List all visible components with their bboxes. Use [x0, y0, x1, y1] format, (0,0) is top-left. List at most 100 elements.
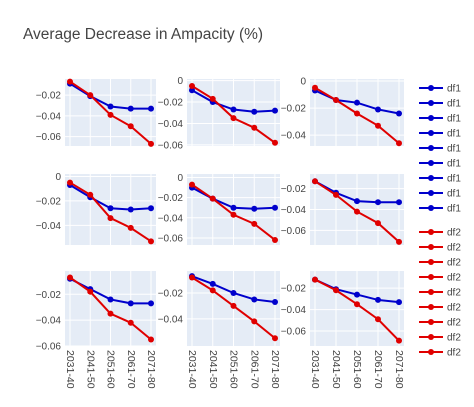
subplot-5: 0 −0.02 −0.04 −0.06 — [158, 173, 280, 245]
legend-swatch-marker — [428, 190, 434, 196]
x-tick-label: 2061-70 — [125, 350, 137, 389]
subplot-8: −0.02 −0.04 — [158, 271, 280, 346]
x-tick-label: 2041-50 — [330, 350, 342, 389]
data-point-df1 — [251, 205, 258, 212]
legend-swatch-marker — [428, 289, 434, 295]
legend-label: df2 — [447, 273, 461, 284]
legend-swatch-marker — [428, 100, 434, 106]
data-point-df1 — [396, 199, 402, 206]
legend-swatch-marker — [428, 130, 434, 136]
legend-label: df1 — [447, 204, 461, 215]
x-tick-label: 2041-50 — [84, 350, 96, 389]
legend-item-df2[interactable]: df2 — [419, 288, 461, 299]
data-point-df1 — [230, 289, 237, 296]
data-point-df1 — [354, 291, 360, 298]
y-tick-label: −0.02 — [281, 104, 307, 115]
data-point-df2 — [107, 310, 114, 317]
legend-item-df2[interactable]: df2 — [419, 273, 461, 284]
data-point-df1 — [148, 105, 154, 112]
legend-item-df2[interactable]: df2 — [419, 258, 461, 269]
legend-item-df1[interactable]: df1 — [419, 84, 461, 95]
data-point-df2 — [230, 302, 237, 309]
data-point-df2 — [375, 316, 381, 323]
x-tick-label: 2051-60 — [228, 350, 240, 389]
legend-label: df2 — [447, 318, 461, 329]
data-point-df2 — [87, 288, 94, 295]
data-point-df2 — [272, 335, 278, 342]
data-point-df1 — [127, 300, 134, 307]
legend-label: df1 — [447, 144, 461, 155]
y-tick-label: 0 — [177, 76, 183, 87]
y-tick-label: −0.04 — [36, 316, 62, 327]
data-point-df1 — [251, 296, 258, 303]
legend-item-df2[interactable]: df2 — [419, 243, 461, 254]
y-tick-label: −0.02 — [158, 193, 184, 204]
legend-label: df2 — [447, 333, 461, 344]
chart-title: Average Decrease in Ampacity (%) — [23, 26, 263, 43]
y-tick-label: −0.02 — [36, 290, 62, 301]
data-point-df2 — [189, 274, 195, 281]
legend-item-df1[interactable]: df1 — [419, 114, 461, 125]
y-tick-label: −0.06 — [158, 233, 184, 244]
data-point-df2 — [375, 220, 381, 227]
legend-item-df2[interactable]: df2 — [419, 303, 461, 314]
legend[interactable]: df1 df1 df1 df1 df1 df1 df1 df1 df1 df2 df2 df2 df2 d… — [419, 84, 461, 359]
y-tick-label: −0.04 — [36, 221, 62, 232]
data-point-df2 — [251, 124, 258, 131]
y-tick-label: −0.06 — [281, 327, 307, 338]
data-point-df1 — [230, 204, 237, 211]
legend-item-df1[interactable]: df1 — [419, 189, 461, 200]
legend-item-df1[interactable]: df1 — [419, 99, 461, 110]
legend-item-df1[interactable]: df1 — [419, 174, 461, 185]
y-tick-label: −0.02 — [158, 288, 184, 299]
data-point-df1 — [230, 106, 237, 113]
legend-item-df2[interactable]: df2 — [419, 318, 461, 329]
data-point-df1 — [396, 110, 402, 117]
legend-item-df1[interactable]: df1 — [419, 129, 461, 140]
data-point-df2 — [333, 96, 339, 103]
data-point-df2 — [87, 191, 94, 198]
legend-item-df2[interactable]: df2 — [419, 348, 461, 359]
data-point-df2 — [354, 208, 360, 215]
data-point-df1 — [354, 198, 360, 205]
data-point-df2 — [127, 224, 134, 231]
data-point-df2 — [148, 336, 154, 343]
legend-label: df2 — [447, 228, 461, 239]
data-point-df2 — [333, 287, 339, 294]
legend-swatch-marker — [428, 205, 434, 211]
legend-swatch-marker — [428, 259, 434, 265]
legend-item-df1[interactable]: df1 — [419, 144, 461, 155]
legend-item-df2[interactable]: df2 — [419, 333, 461, 344]
subplot-3: 0 −0.02 −0.04 — [281, 77, 404, 147]
y-tick-label: −0.06 — [36, 342, 62, 353]
y-tick-label: −0.04 — [158, 314, 184, 325]
legend-label: df1 — [447, 99, 461, 110]
y-tick-label: −0.04 — [36, 111, 62, 122]
legend-label: df2 — [447, 243, 461, 254]
legend-item-df1[interactable]: df1 — [419, 159, 461, 170]
data-point-df2 — [107, 215, 114, 222]
legend-item-df2[interactable]: df2 — [419, 228, 461, 239]
y-tick-label: −0.04 — [281, 131, 307, 142]
data-point-df2 — [251, 220, 258, 227]
data-point-df2 — [209, 287, 216, 294]
y-tick-label: −0.04 — [158, 213, 184, 224]
subplot-1: −0.02 −0.04 −0.06 — [36, 78, 156, 147]
data-point-df2 — [148, 140, 154, 147]
data-point-df2 — [189, 82, 195, 89]
legend-label: df1 — [447, 159, 461, 170]
data-point-df1 — [272, 107, 278, 114]
data-point-df1 — [107, 103, 114, 110]
legend-swatch-marker — [428, 334, 434, 340]
data-point-df2 — [251, 318, 258, 325]
legend-swatch-marker — [428, 304, 434, 310]
y-tick-label: −0.04 — [158, 119, 184, 130]
x-tick-label: 2041-50 — [207, 350, 219, 389]
legend-item-df1[interactable]: df1 — [419, 204, 461, 215]
legend-label: df1 — [447, 174, 461, 185]
data-point-df2 — [87, 92, 94, 99]
legend-label: df2 — [447, 348, 461, 359]
data-point-df2 — [209, 195, 216, 202]
y-tick-label: 0 — [300, 77, 306, 88]
